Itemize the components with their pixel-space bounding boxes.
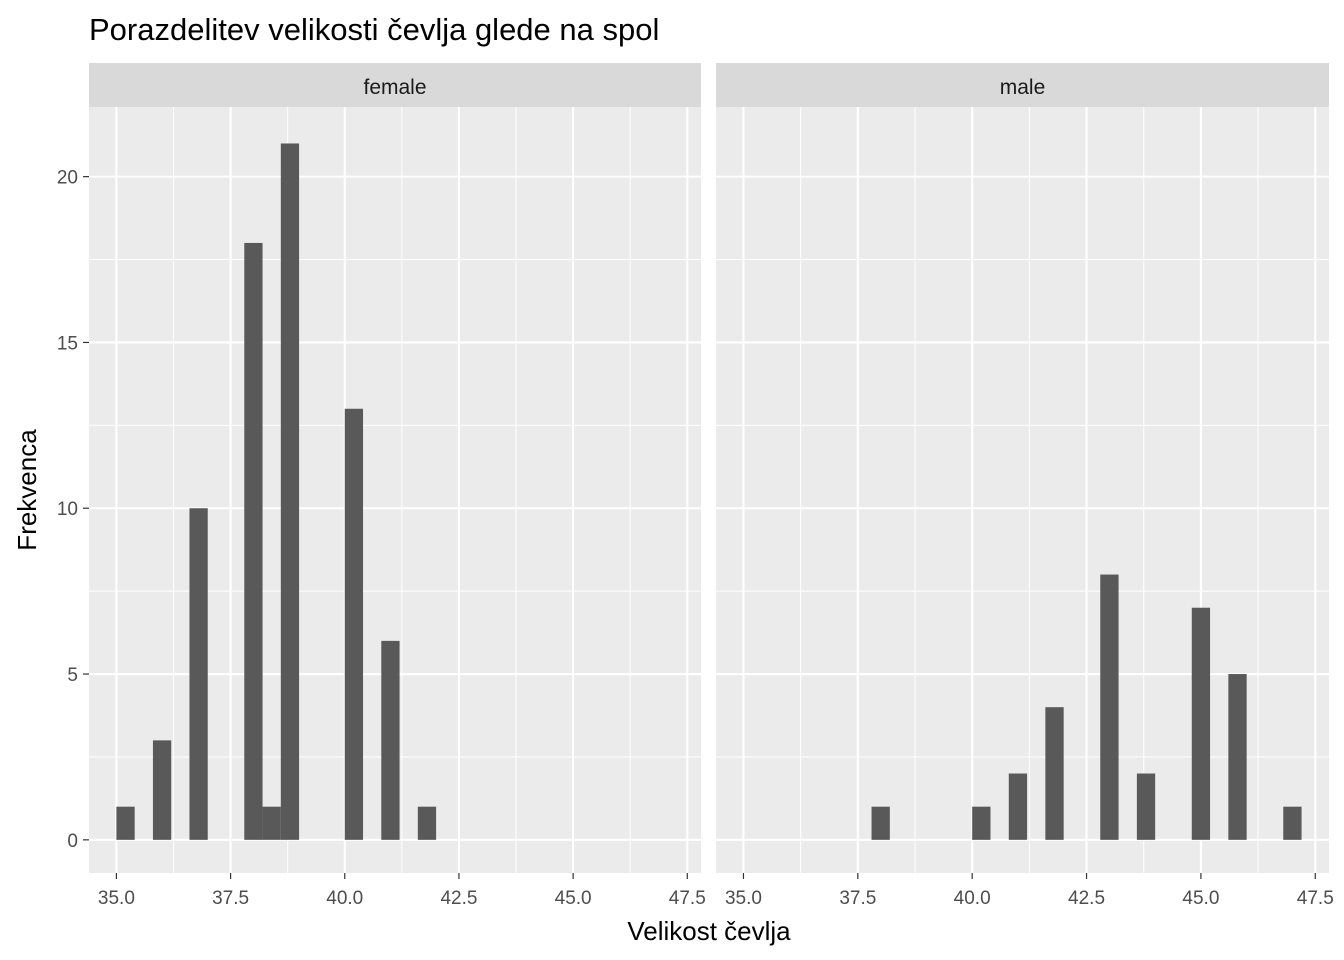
histogram-bar: [417, 806, 437, 840]
histogram-bar: [280, 143, 300, 840]
y-tick-label: 5: [67, 665, 78, 686]
x-tick-label: 37.5: [839, 888, 876, 909]
histogram-bar: [244, 242, 263, 840]
y-tick-label: 20: [57, 168, 78, 189]
facet-strip-label: male: [1000, 76, 1046, 99]
x-tick-label: 35.0: [98, 888, 135, 909]
x-tick-label: 47.5: [1297, 888, 1334, 909]
histogram-bar: [1228, 674, 1247, 840]
y-axis-title: Frekvenca: [12, 429, 42, 551]
histogram-bar: [1283, 806, 1302, 840]
histogram-bar: [1008, 773, 1028, 840]
chart-title: Porazdelitev velikosti čevlja glede na s…: [89, 12, 659, 47]
x-tick-label: 45.0: [1182, 888, 1219, 909]
x-axis-title: Velikost čevlja: [627, 916, 791, 946]
y-tick-label: 10: [57, 499, 78, 520]
x-tick-label: 37.5: [212, 888, 249, 909]
histogram-bar: [152, 740, 172, 840]
x-tick-label: 40.0: [326, 888, 363, 909]
histogram-bar: [116, 806, 135, 840]
histogram-bar: [344, 408, 364, 840]
facet-strip: [716, 63, 1329, 107]
facet-strip: [89, 63, 701, 107]
histogram-bar: [972, 806, 991, 840]
x-tick-label: 42.5: [440, 888, 477, 909]
histogram-bar: [1136, 773, 1156, 840]
histogram-bar: [1191, 607, 1211, 840]
x-tick-label: 45.0: [555, 888, 592, 909]
histogram-bar: [1045, 707, 1064, 840]
plot-panel: [716, 107, 1329, 873]
histogram-bar: [381, 640, 400, 840]
facet-panels: female 35.0 37.5 40.0 42.5 45.0 47.5 0 5 10 15 20 ma…: [57, 63, 1334, 909]
y-tick-label: 0: [67, 831, 78, 852]
x-tick-label: 42.5: [1068, 888, 1105, 909]
facet-panel-female: female 35.0 37.5 40.0 42.5 45.0 47.5 0 5 10 15 20: [57, 63, 706, 909]
x-tick-label: 47.5: [669, 888, 706, 909]
x-tick-label: 35.0: [725, 888, 762, 909]
facet-panel-male: male 35.0 37.5 40.0 42.5 45.0 47.5: [716, 63, 1334, 909]
y-tick-label: 15: [57, 333, 78, 354]
histogram-bar: [1100, 574, 1119, 840]
histogram-bar: [189, 508, 208, 840]
x-tick-label: 40.0: [954, 888, 991, 909]
histogram-bar: [262, 806, 281, 840]
facet-strip-label: female: [363, 76, 426, 99]
histogram-bar: [871, 806, 890, 840]
